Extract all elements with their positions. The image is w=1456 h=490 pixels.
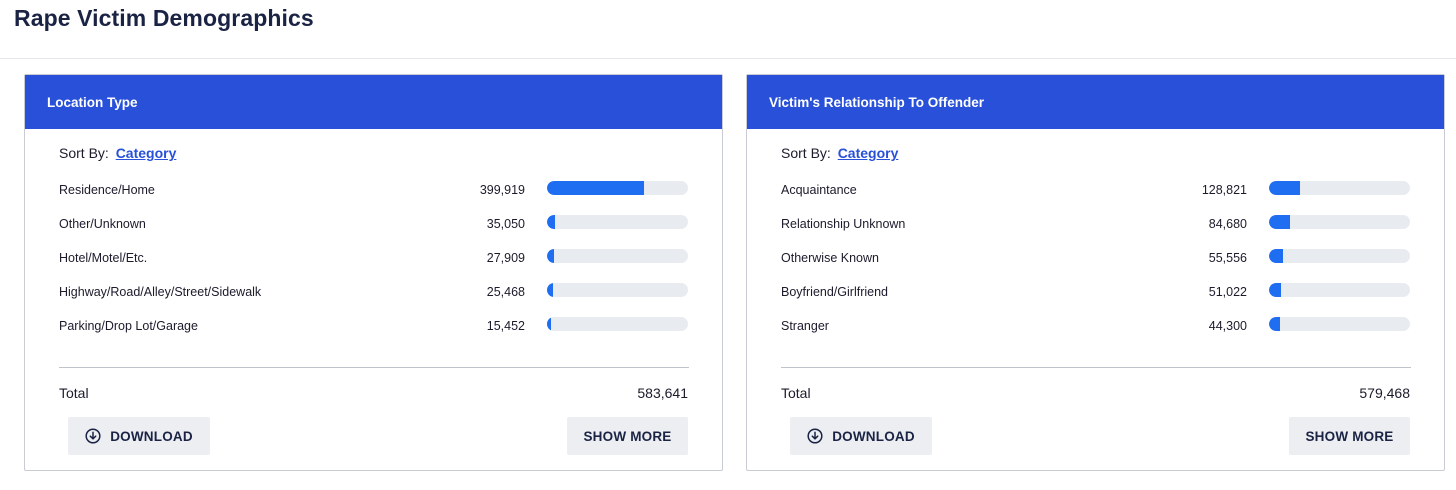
data-rows: Acquaintance 128,821 Relationship Unknow… xyxy=(781,181,1411,351)
row-value: 51,022 xyxy=(1208,285,1247,299)
total-label: Total xyxy=(781,385,811,401)
bar-fill xyxy=(547,317,551,331)
total-value: 579,468 xyxy=(1359,385,1410,401)
row-label: Other/Unknown xyxy=(59,217,146,231)
download-label: DOWNLOAD xyxy=(110,428,193,444)
bar-fill xyxy=(1269,249,1283,263)
bar-fill xyxy=(547,249,554,263)
bar-fill xyxy=(1269,283,1282,297)
row-label: Hotel/Motel/Etc. xyxy=(59,251,148,265)
download-button[interactable]: DOWNLOAD xyxy=(68,417,210,455)
bar-track xyxy=(547,181,688,195)
bar-track xyxy=(1269,249,1410,263)
row-value: 128,821 xyxy=(1201,183,1247,197)
bar-track xyxy=(1269,317,1410,331)
table-row: Otherwise Known 55,556 xyxy=(781,249,1411,283)
bar-fill xyxy=(1269,317,1280,331)
data-rows: Residence/Home 399,919 Other/Unknown 35,… xyxy=(59,181,689,351)
sort-row: Sort By: Category xyxy=(781,145,898,161)
card-header: Victim's Relationship To Offender xyxy=(747,75,1444,129)
download-circle-icon xyxy=(85,428,101,444)
total-label: Total xyxy=(59,385,89,401)
row-label: Acquaintance xyxy=(781,183,857,197)
page-title: Rape Victim Demographics xyxy=(14,5,314,31)
bar-track xyxy=(1269,283,1410,297)
bar-track xyxy=(547,283,688,297)
table-row: Stranger 44,300 xyxy=(781,317,1411,351)
sort-by-label: Sort By: xyxy=(781,145,831,161)
bar-fill xyxy=(547,181,644,195)
show-more-button[interactable]: SHOW MORE xyxy=(1289,417,1410,455)
total-divider xyxy=(781,367,1411,368)
table-row: Hotel/Motel/Etc. 27,909 xyxy=(59,249,689,283)
download-circle-icon xyxy=(807,428,823,444)
table-row: Parking/Drop Lot/Garage 15,452 xyxy=(59,317,689,351)
table-row: Residence/Home 399,919 xyxy=(59,181,689,215)
row-label: Otherwise Known xyxy=(781,251,879,265)
row-value: 55,556 xyxy=(1208,251,1247,265)
total-value: 583,641 xyxy=(637,385,688,401)
row-label: Residence/Home xyxy=(59,183,155,197)
download-label: DOWNLOAD xyxy=(832,428,915,444)
table-row: Boyfriend/Girlfriend 51,022 xyxy=(781,283,1411,317)
row-label: Stranger xyxy=(781,319,829,333)
bar-fill xyxy=(547,283,554,297)
bar-fill xyxy=(1269,181,1301,195)
show-more-button[interactable]: SHOW MORE xyxy=(567,417,688,455)
row-value: 27,909 xyxy=(486,251,525,265)
bar-track xyxy=(1269,215,1410,229)
table-row: Other/Unknown 35,050 xyxy=(59,215,689,249)
relationship-card: Victim's Relationship To Offender Sort B… xyxy=(746,74,1445,471)
row-label: Relationship Unknown xyxy=(781,217,906,231)
row-value: 399,919 xyxy=(479,183,525,197)
row-label: Highway/Road/Alley/Street/Sidewalk xyxy=(59,285,262,299)
sort-row: Sort By: Category xyxy=(59,145,176,161)
row-value: 25,468 xyxy=(486,285,525,299)
sort-by-label: Sort By: xyxy=(59,145,109,161)
sort-category-link[interactable]: Category xyxy=(115,145,177,161)
download-button[interactable]: DOWNLOAD xyxy=(790,417,932,455)
row-label: Parking/Drop Lot/Garage xyxy=(59,319,198,333)
table-row: Highway/Road/Alley/Street/Sidewalk 25,46… xyxy=(59,283,689,317)
bar-fill xyxy=(1269,215,1290,229)
bar-track xyxy=(1269,181,1410,195)
row-value: 15,452 xyxy=(486,319,525,333)
table-row: Acquaintance 128,821 xyxy=(781,181,1411,215)
row-label: Boyfriend/Girlfriend xyxy=(781,285,888,299)
bar-track xyxy=(547,317,688,331)
title-divider xyxy=(0,58,1456,59)
sort-category-link[interactable]: Category xyxy=(837,145,899,161)
table-row: Relationship Unknown 84,680 xyxy=(781,215,1411,249)
bar-track xyxy=(547,249,688,263)
row-value: 35,050 xyxy=(486,217,525,231)
location-type-card: Location Type Sort By: Category Residenc… xyxy=(24,74,723,471)
bar-track xyxy=(547,215,688,229)
bar-fill xyxy=(547,215,556,229)
total-divider xyxy=(59,367,689,368)
row-value: 44,300 xyxy=(1208,319,1247,333)
row-value: 84,680 xyxy=(1208,217,1247,231)
card-header: Location Type xyxy=(25,75,722,129)
